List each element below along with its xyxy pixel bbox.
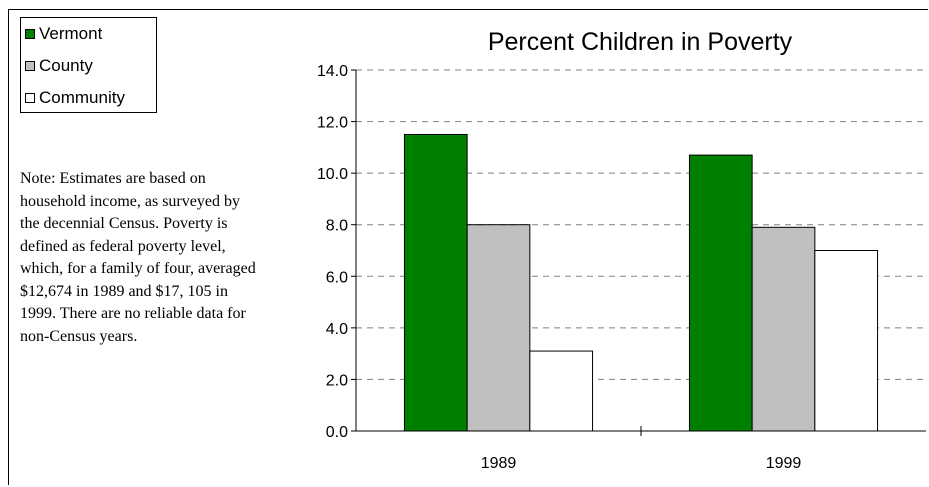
bar-community-1989 bbox=[529, 350, 594, 432]
y-tick-label: 4.0 bbox=[326, 321, 348, 338]
methodology-note: Note: Estimates are based on household i… bbox=[20, 170, 256, 345]
y-tick-label: 6.0 bbox=[326, 269, 348, 286]
legend-swatch-county bbox=[25, 61, 35, 71]
bar-vermont-1999 bbox=[688, 154, 753, 432]
legend-item-vermont: Vermont bbox=[25, 24, 102, 44]
y-tick-label: 0.0 bbox=[326, 424, 348, 441]
legend: Vermont County Community bbox=[20, 17, 157, 113]
legend-item-community: Community bbox=[25, 88, 125, 108]
bar-vermont-1989 bbox=[403, 133, 468, 432]
y-tick-label: 12.0 bbox=[317, 115, 348, 132]
x-tick-label: 1999 bbox=[766, 455, 802, 472]
y-tick-label: 14.0 bbox=[317, 63, 348, 80]
legend-item-county: County bbox=[25, 56, 93, 76]
y-tick-label: 10.0 bbox=[317, 166, 348, 183]
x-tick-label: 1989 bbox=[481, 455, 517, 472]
legend-swatch-community bbox=[25, 93, 35, 103]
chart-title: Percent Children in Poverty bbox=[487, 28, 793, 56]
bar-county-1989 bbox=[466, 224, 531, 432]
chart-frame bbox=[8, 9, 928, 485]
legend-label-county: County bbox=[39, 56, 93, 75]
legend-label-vermont: Vermont bbox=[39, 24, 103, 43]
bar-community-1999 bbox=[814, 250, 879, 432]
y-tick-label: 8.0 bbox=[326, 218, 348, 235]
legend-swatch-vermont bbox=[25, 29, 35, 39]
y-tick-label: 2.0 bbox=[326, 372, 348, 389]
legend-label-community: Community bbox=[39, 88, 125, 107]
bar-county-1999 bbox=[751, 226, 816, 432]
